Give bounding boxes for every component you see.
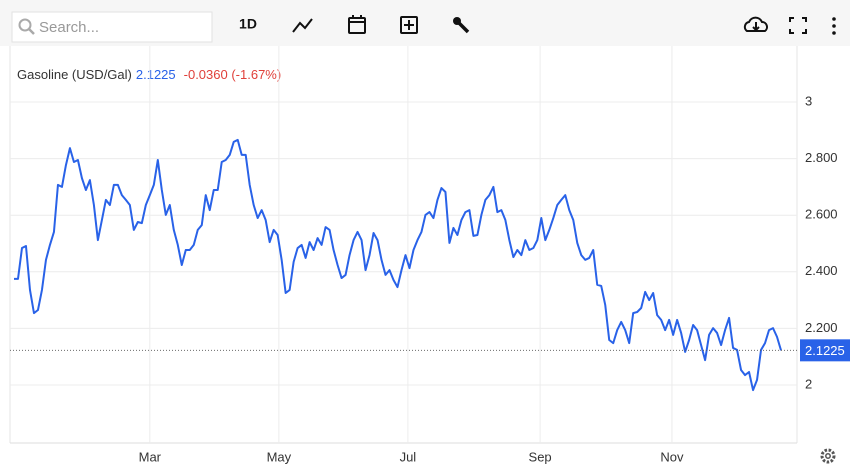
y-tick-label: 3 — [805, 93, 812, 108]
dot — [832, 17, 836, 21]
y-tick-label: 2 — [805, 376, 812, 391]
last-price-label: 2.1225 — [805, 343, 845, 358]
calendar-button[interactable] — [348, 15, 366, 34]
y-tick-label: 2.600 — [805, 207, 838, 222]
corner — [789, 17, 794, 22]
x-tick-label: Jul — [400, 449, 417, 464]
price-line — [14, 138, 782, 392]
corner — [802, 17, 807, 22]
search-icon — [18, 18, 32, 32]
download-button[interactable] — [743, 16, 768, 32]
calendar-icon — [348, 17, 366, 34]
x-tick-label: May — [267, 449, 292, 464]
change: -0.0360 (-1.67%) — [184, 67, 282, 82]
last-value: 2.1225 — [136, 67, 176, 82]
arrow-head — [752, 26, 760, 32]
settings-gear[interactable] — [820, 448, 836, 464]
chart-title: Gasoline (USD/Gal) 2.1225 -0.0360 (-1.67%) — [17, 67, 281, 82]
chart-type-button[interactable] — [292, 18, 313, 33]
search-box[interactable] — [11, 11, 213, 43]
cloud-icon — [743, 16, 768, 32]
y-tick-label: 2.800 — [805, 150, 838, 165]
menu-button[interactable] — [832, 17, 836, 35]
interval-button[interactable]: 1D — [239, 16, 257, 32]
compare-button[interactable] — [400, 16, 418, 34]
corner — [789, 29, 794, 34]
dot — [832, 24, 836, 28]
search-placeholder: Search... — [39, 19, 99, 36]
dot — [832, 31, 836, 35]
last-price-tag — [800, 339, 850, 362]
corner — [802, 29, 807, 34]
y-tick-label: 2.400 — [805, 263, 838, 278]
x-tick-label: Sep — [529, 449, 552, 464]
gear-hub — [825, 453, 831, 459]
wrench-head — [453, 17, 461, 25]
title: Gasoline (USD/Gal) — [17, 67, 132, 82]
plus-box — [400, 16, 418, 34]
x-tick-label: Mar — [139, 449, 162, 464]
settings-tool-button[interactable] — [453, 17, 470, 34]
y-tick-label: 2.200 — [805, 320, 838, 335]
gear-teeth — [820, 448, 836, 464]
fullscreen-button[interactable] — [789, 17, 807, 34]
search-icon-handle — [28, 28, 35, 35]
x-tick-label: Nov — [660, 449, 684, 464]
